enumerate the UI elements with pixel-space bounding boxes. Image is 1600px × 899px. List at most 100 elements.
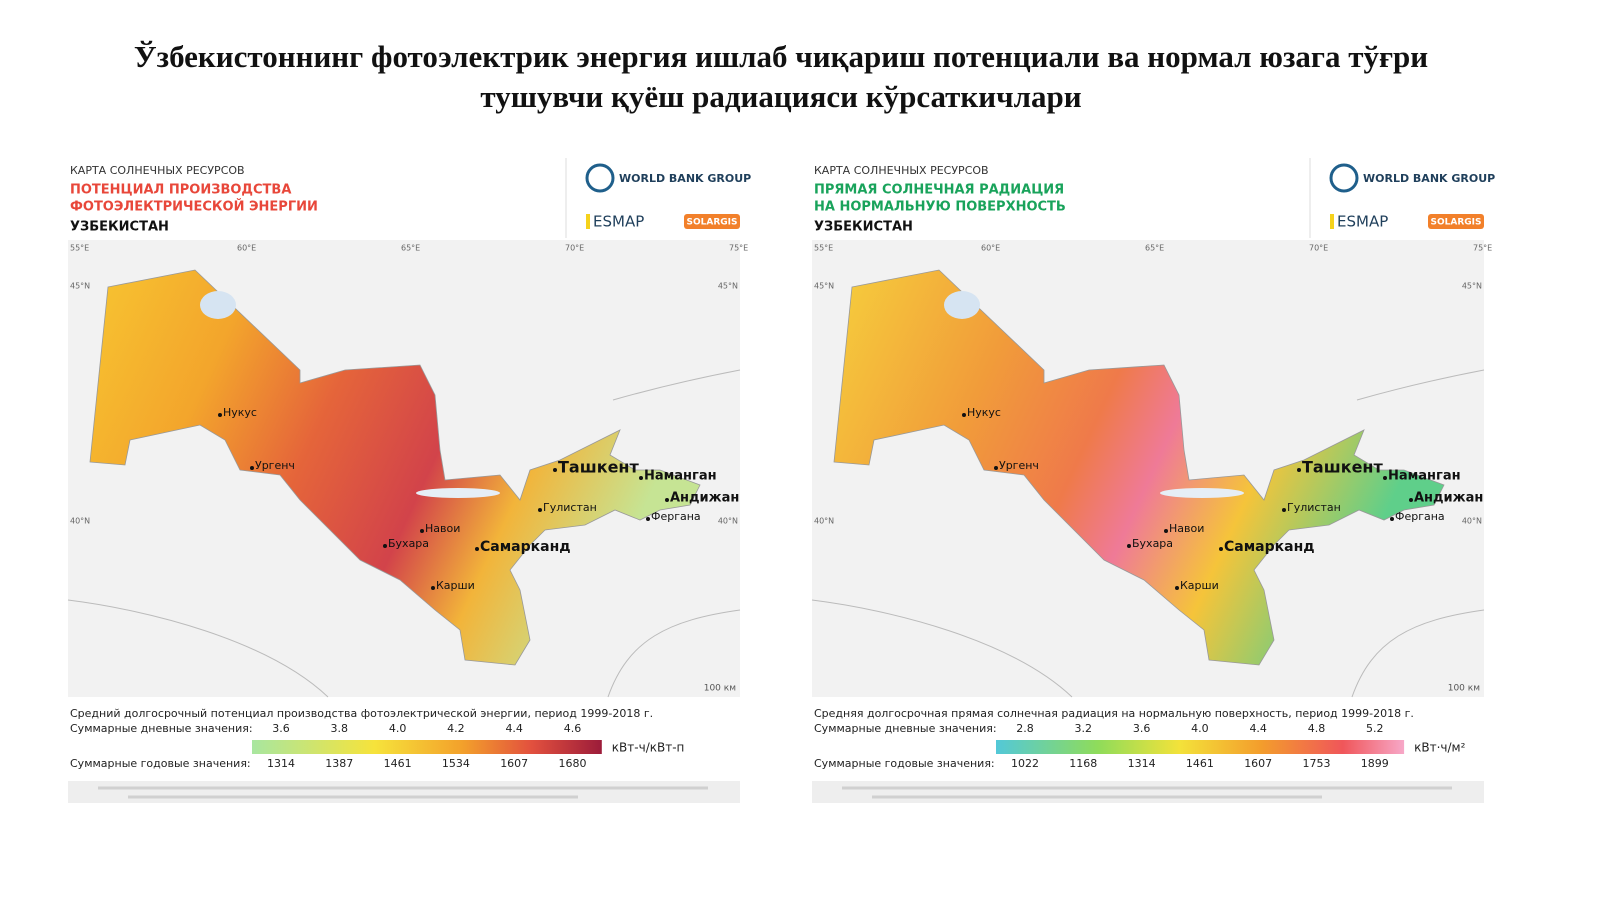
city-dot: [994, 466, 998, 470]
map-heading: ФОТОЭЛЕКТРИЧЕСКОЙ ЭНЕРГИИ: [70, 199, 318, 215]
daily-value: 3.6: [1133, 722, 1151, 735]
logo-esmap: ESMAP: [593, 213, 644, 231]
city-label: Самарканд: [1224, 539, 1315, 555]
city-label: Ургенч: [999, 459, 1039, 472]
annual-value: 1022: [1011, 757, 1039, 770]
city-label: Нукус: [223, 406, 257, 419]
daily-value: 3.6: [272, 722, 290, 735]
city-dot: [218, 413, 222, 417]
city-label: Карши: [436, 579, 475, 592]
city-dot: [639, 476, 643, 480]
annual-label: Суммарные годовые значения:: [70, 757, 251, 770]
lat-label: 45°N: [718, 282, 738, 291]
slide-title: Ўзбекистоннинг фотоэлектрик энергия ишла…: [134, 39, 1428, 74]
city-dot: [1164, 529, 1168, 533]
border-line: [67, 369, 741, 698]
legend-caption: Средний долгосрочный потенциал производс…: [70, 707, 653, 720]
logo-bar: [586, 214, 590, 229]
annual-value: 1680: [559, 757, 587, 770]
daily-value: 5.2: [1366, 722, 1384, 735]
daily-value: 4.0: [1191, 722, 1209, 735]
country-shape: [833, 269, 1445, 666]
city-label: Гулистан: [543, 501, 597, 514]
annual-value: 1607: [500, 757, 528, 770]
logo-solargis-bg: [1428, 214, 1484, 229]
city-dot: [250, 466, 254, 470]
globe-icon: [1329, 163, 1359, 193]
city-dot: [1282, 508, 1286, 512]
city-dot: [665, 498, 669, 502]
city-dot: [1383, 476, 1387, 480]
scale-label: 100 км: [1448, 684, 1480, 694]
legend-caption: Средняя долгосрочная прямая солнечная ра…: [814, 707, 1414, 720]
scale-label: 100 км: [704, 684, 736, 694]
annual-value: 1534: [442, 757, 470, 770]
daily-label: Суммарные дневные значения:: [814, 722, 997, 735]
country: УЗБЕКИСТАН: [814, 220, 913, 235]
lon-label: 75°E: [729, 244, 748, 253]
slide-title: тушувчи қуёш радиацияси кўрсаткичлари: [480, 79, 1081, 114]
daily-value: 3.2: [1075, 722, 1093, 735]
map-heading: НА НОРМАЛЬНУЮ ПОВЕРХНОСТЬ: [814, 200, 1066, 215]
city-dot: [962, 413, 966, 417]
city-label: Ургенч: [255, 459, 295, 472]
lake: [416, 488, 500, 498]
city-dot: [1297, 468, 1301, 472]
globe-icon: [585, 163, 615, 193]
lat-label: 40°N: [814, 517, 834, 526]
city-dot: [646, 517, 650, 521]
annual-value: 1607: [1244, 757, 1272, 770]
city-label: Фергана: [1395, 510, 1445, 523]
map-heading: ПРЯМАЯ СОЛНЕЧНАЯ РАДИАЦИЯ: [814, 183, 1064, 198]
annual-value: 1753: [1303, 757, 1331, 770]
annual-value: 1461: [384, 757, 412, 770]
daily-value: 4.6: [564, 722, 582, 735]
city-label: Карши: [1180, 579, 1219, 592]
daily-value: 3.8: [331, 722, 349, 735]
lat-label: 45°N: [70, 282, 90, 291]
unit-label: кВт-ч/кВт-п: [612, 741, 685, 755]
lon-label: 75°E: [1473, 244, 1492, 253]
city-label: Фергана: [651, 510, 701, 523]
city-label: Бухара: [388, 537, 429, 550]
lon-label: 65°E: [401, 244, 420, 253]
country: УЗБЕКИСТАН: [70, 220, 169, 235]
daily-value: 4.2: [447, 722, 465, 735]
daily-value: 4.8: [1308, 722, 1326, 735]
city-dot: [1409, 498, 1413, 502]
city-dot: [420, 529, 424, 533]
city-dot: [538, 508, 542, 512]
city-label: Навои: [1169, 522, 1204, 535]
annual-value: 1387: [325, 757, 353, 770]
lon-label: 70°E: [565, 244, 584, 253]
logo-esmap: ESMAP: [1337, 213, 1388, 231]
city-label: Андижан: [1414, 491, 1483, 506]
daily-value: 4.4: [505, 722, 523, 735]
daily-value: 4.0: [389, 722, 407, 735]
footer-note: [68, 781, 740, 803]
city-label: Андижан: [670, 491, 739, 506]
lon-label: 60°E: [981, 244, 1000, 253]
lat-label: 40°N: [1462, 517, 1482, 526]
kicker: КАРТА СОЛНЕЧНЫХ РЕСУРСОВ: [70, 164, 245, 177]
city-label: Нукус: [967, 406, 1001, 419]
lon-label: 55°E: [814, 244, 833, 253]
city-dot: [383, 544, 387, 548]
daily-value: 4.4: [1249, 722, 1267, 735]
color-bar: [996, 740, 1405, 754]
aral-sea: [944, 291, 980, 319]
city-label: Самарканд: [480, 539, 571, 555]
city-label: Гулистан: [1287, 501, 1341, 514]
logo-bar: [1330, 214, 1334, 229]
lake: [1160, 488, 1244, 498]
kicker: КАРТА СОЛНЕЧНЫХ РЕСУРСОВ: [814, 164, 989, 177]
logo-solargis: SOLARGIS: [687, 218, 738, 228]
lon-label: 55°E: [70, 244, 89, 253]
city-dot: [1175, 586, 1179, 590]
annual-value: 1899: [1361, 757, 1389, 770]
city-label: Бухара: [1132, 537, 1173, 550]
city-dot: [1127, 544, 1131, 548]
logo-solargis: SOLARGIS: [1431, 218, 1482, 228]
annual-value: 1314: [267, 757, 295, 770]
